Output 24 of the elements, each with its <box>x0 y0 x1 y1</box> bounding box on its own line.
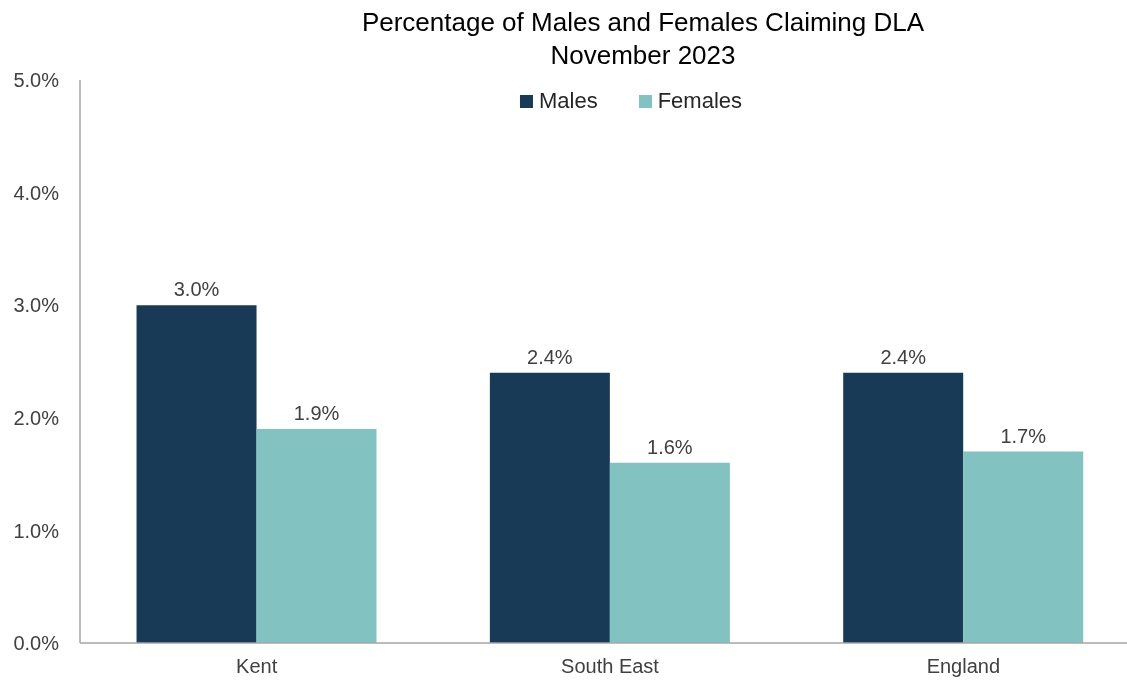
data-label: 3.0% <box>173 278 220 301</box>
data-label: 1.9% <box>293 402 340 425</box>
y-tick-label: 4.0% <box>13 181 60 204</box>
data-label: 1.6% <box>647 435 693 458</box>
data-label: 2.4% <box>880 345 927 368</box>
bar <box>489 372 610 643</box>
y-tick-label: 1.0% <box>13 519 60 542</box>
y-tick-label: 0.0% <box>13 632 60 655</box>
bar <box>609 462 730 643</box>
data-label: 2.4% <box>527 345 573 368</box>
bar <box>136 305 257 643</box>
bar <box>843 372 964 643</box>
y-tick-label: 3.0% <box>13 294 60 317</box>
chart-title: Percentage of Males and Females Claiming DLA November 2023 <box>361 7 925 70</box>
x-tick-label: England <box>926 655 1001 678</box>
bar <box>256 429 377 643</box>
data-label: 1.7% <box>1000 424 1047 447</box>
legend-label: Males <box>538 88 598 114</box>
x-tick-label: Kent <box>236 655 278 678</box>
x-tick-label: South East <box>561 655 660 678</box>
y-tick-label: 5.0% <box>13 69 60 92</box>
legend-label: Females <box>657 88 743 114</box>
y-tick-label: 2.0% <box>13 406 60 429</box>
bar <box>963 451 1084 643</box>
